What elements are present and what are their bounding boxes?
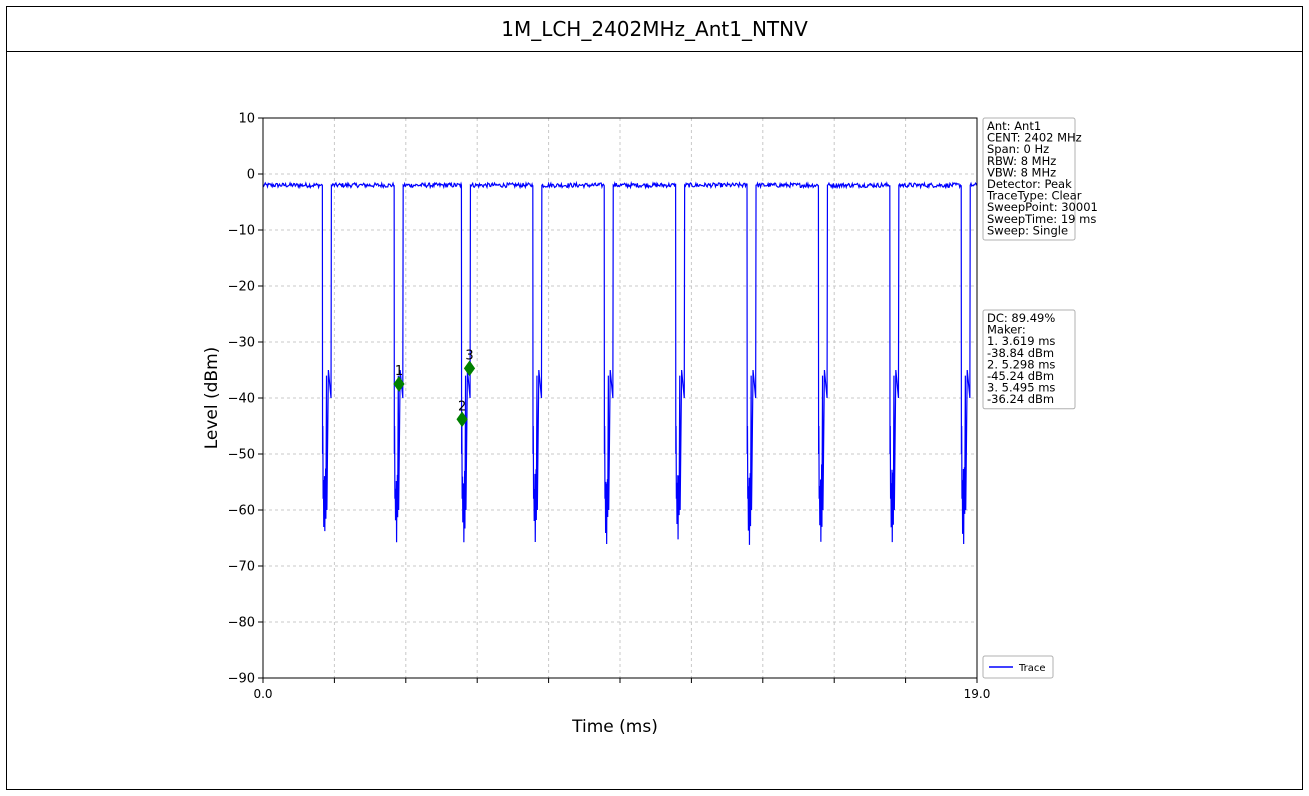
marker-box	[982, 309, 1076, 410]
y-tick-label: −90	[228, 672, 255, 687]
axes: 10 0 −10 −20 −30 −40 −50 −60 −70 −80 −900.0 19.0	[228, 112, 991, 702]
settings-box-line: Sweep: Single	[987, 223, 1068, 237]
page-title: 1M_LCH_2402MHz_Ant1_NTNV	[501, 17, 808, 41]
grid-lines	[263, 117, 977, 679]
y-tick-label: −30	[228, 336, 255, 351]
marker-box-line: -38.84 dBm	[987, 346, 1054, 360]
marker-label: 1	[395, 364, 403, 379]
marker-diamond	[463, 360, 476, 377]
y-tick-label: −10	[228, 224, 255, 239]
legend-label: Trace	[1018, 663, 1046, 674]
x-tick-label: 0.0	[253, 687, 272, 701]
marker-diamond	[456, 411, 468, 428]
y-axis-label: Level (dBm)	[202, 347, 222, 450]
marker-box-line: -36.24 dBm	[987, 392, 1054, 406]
marker-box-line: 2. 5.298 ms	[987, 357, 1055, 371]
y-tick-label: −20	[228, 280, 255, 295]
marker-box-line: Maker:	[987, 323, 1026, 337]
x-axis-label: Time (ms)	[571, 717, 658, 737]
y-tick-label: −50	[228, 448, 255, 463]
report-frame: 1M_LCH_2402MHz_Ant1_NTNV	[6, 6, 1303, 790]
settings-box-line: SweepTime: 19 ms	[987, 212, 1096, 226]
y-tick-label: −80	[228, 616, 255, 631]
y-tick-label: −60	[228, 504, 255, 519]
settings-box-line: CENT: 2402 MHz	[987, 131, 1082, 145]
y-tick-label: 10	[238, 112, 255, 127]
settings-box-line: Span: 0 Hz	[987, 142, 1049, 156]
settings-box-line: RBW: 8 MHz	[987, 154, 1056, 168]
x-tick-label: 19.0	[964, 687, 991, 701]
y-tick-label: −40	[228, 392, 255, 407]
settings-box-line: Ant: Ant1	[987, 119, 1041, 133]
title-row: 1M_LCH_2402MHz_Ant1_NTNV	[7, 7, 1302, 52]
marker-label: 3	[465, 348, 473, 363]
marker-label: 2	[458, 399, 466, 414]
settings-box-line: VBW: 8 MHz	[987, 165, 1056, 179]
legend-box	[982, 655, 1054, 679]
marker-box-line: DC: 89.49%	[987, 311, 1055, 325]
markers: 1 2 3	[393, 348, 476, 428]
settings-box-line: TraceType: Clear	[986, 189, 1082, 203]
settings-box-line: SweepPoint: 30001	[987, 200, 1098, 214]
trace-layer	[262, 180, 978, 545]
trace-line	[262, 180, 978, 545]
y-tick-label: −70	[228, 560, 255, 575]
marker-box-line: -45.24 dBm	[987, 369, 1054, 383]
y-tick-label: 0	[247, 168, 255, 183]
marker-diamond	[393, 376, 405, 392]
settings-box-line: Detector: Peak	[987, 177, 1072, 191]
settings-box	[982, 117, 1076, 241]
marker-box-line: 3. 5.495 ms	[987, 381, 1055, 395]
marker-box-line: 1. 3.619 ms	[987, 334, 1055, 348]
